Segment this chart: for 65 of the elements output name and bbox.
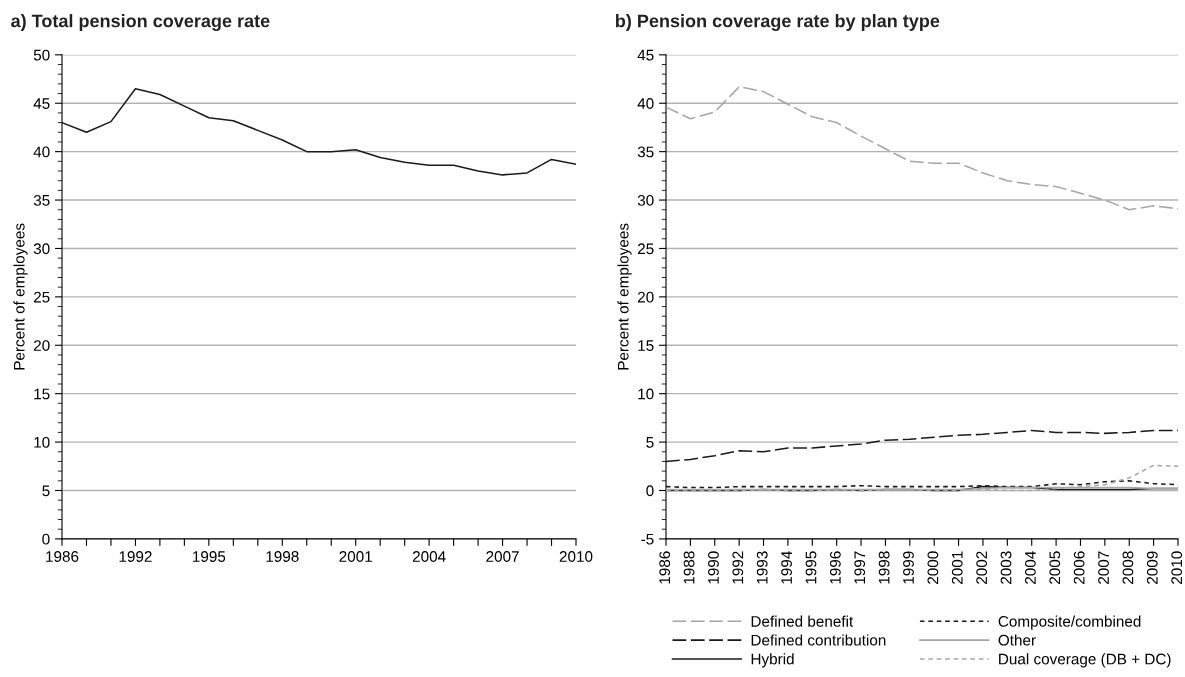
x-tick-label: 2000 <box>927 551 939 584</box>
x-tick-label: 1986 <box>659 551 671 584</box>
x-tick-label: 2006 <box>1073 551 1085 584</box>
y-tick-label: 15 <box>34 388 50 400</box>
x-tick-label: 1994 <box>781 551 793 584</box>
x-tick-label: 1997 <box>854 551 866 584</box>
chart-title: b) Pension coverage rate by plan type <box>615 14 940 31</box>
legend-label: Other <box>998 634 1036 646</box>
x-tick-label: 2003 <box>1000 551 1012 584</box>
legend-label: Dual coverage (DB + DC) <box>999 653 1171 668</box>
y-tick-label: 40 <box>33 146 50 158</box>
x-tick-label: 2009 <box>1146 551 1158 584</box>
legend-label: Defined benefit <box>751 615 854 627</box>
x-tick-label: 1998 <box>266 551 299 562</box>
x-tick-label: 2001 <box>339 551 372 562</box>
x-tick-label: 1998 <box>878 551 890 584</box>
y-tick-label: -5 <box>641 533 654 545</box>
x-tick-label: 1992 <box>119 551 152 562</box>
x-tick-label: 1992 <box>732 551 744 584</box>
y-tick-label: 15 <box>638 340 654 351</box>
legend-label: Hybrid <box>751 653 794 668</box>
y-tick-label: 0 <box>646 485 654 497</box>
x-tick-label: 1986 <box>46 551 79 562</box>
x-tick-label: 2010 <box>1171 551 1183 584</box>
y-tick-label: 35 <box>33 194 50 206</box>
y-tick-label: 20 <box>637 291 654 303</box>
x-tick-label: 1995 <box>193 551 226 562</box>
y-tick-label: 5 <box>646 437 654 448</box>
x-tick-label: 2002 <box>976 551 988 584</box>
y-tick-label: 35 <box>637 146 654 158</box>
y-tick-label: 45 <box>33 98 50 109</box>
y-tick-label: 30 <box>637 194 654 206</box>
y-tick-label: 25 <box>637 243 654 255</box>
y-tick-label: 0 <box>42 533 50 545</box>
x-tick-label: 1993 <box>756 551 768 584</box>
x-tick-label: 2004 <box>1025 551 1036 584</box>
x-tick-label: 2004 <box>412 551 446 562</box>
y-tick-label: 10 <box>638 388 654 400</box>
y-tick-label: 30 <box>33 243 50 255</box>
line-series <box>62 87 576 176</box>
y-tick-label: 40 <box>637 98 654 109</box>
x-tick-label: 2007 <box>486 551 519 562</box>
x-tick-label: 2001 <box>951 551 963 584</box>
legend-label: Composite/combined <box>998 615 1141 630</box>
y-tick-label: 5 <box>42 485 50 497</box>
x-tick-label: 2005 <box>1049 551 1061 584</box>
x-tick-label: 1988 <box>683 551 695 584</box>
x-tick-label: 2008 <box>1122 551 1134 584</box>
line-series <box>666 429 1178 463</box>
x-tick-label: 1995 <box>805 551 817 584</box>
chart-title: a) Total pension coverage rate <box>11 14 270 31</box>
y-axis-title: Percent of employees <box>617 223 632 370</box>
y-tick-label: 10 <box>34 436 50 448</box>
y-tick-label: 50 <box>33 49 50 61</box>
legend-label: Defined contribution <box>751 634 886 646</box>
y-tick-label: 20 <box>33 340 50 351</box>
line-series <box>666 86 1178 211</box>
x-tick-label: 2010 <box>559 551 593 562</box>
x-tick-label: 2007 <box>1098 551 1109 584</box>
x-tick-label: 1999 <box>903 551 914 584</box>
x-tick-label: 1990 <box>708 551 719 584</box>
y-tick-label: 25 <box>33 291 50 303</box>
y-tick-label: 45 <box>637 49 654 61</box>
y-axis-title: Percent of employees <box>13 223 28 370</box>
x-tick-label: 1996 <box>829 551 841 584</box>
